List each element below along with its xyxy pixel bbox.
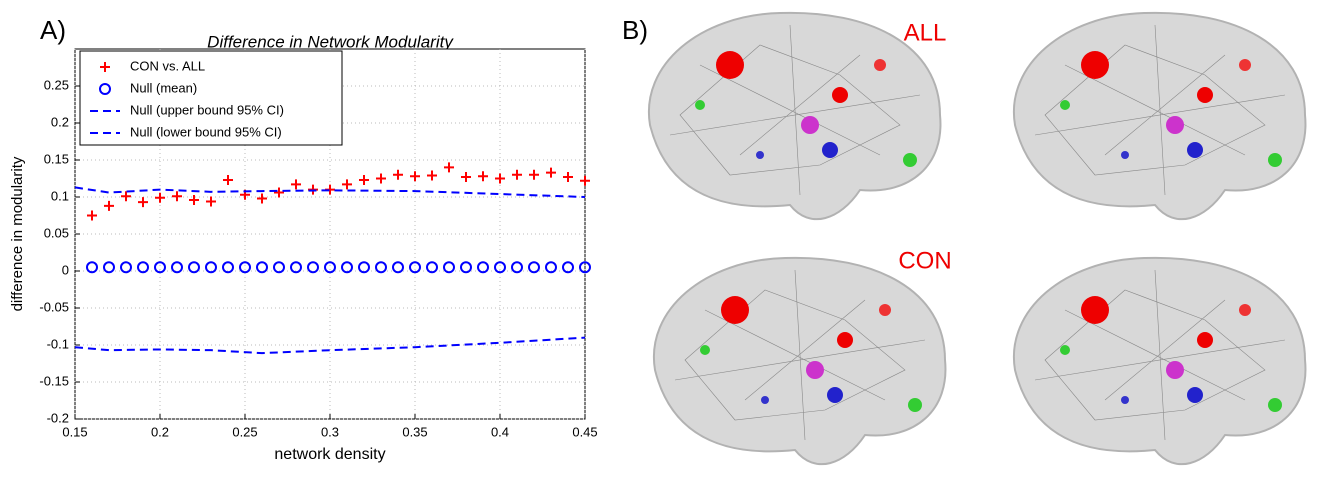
panel-b: B) ALL CON	[622, 11, 1307, 466]
circle-marker	[562, 261, 574, 274]
circle-marker	[460, 261, 472, 274]
legend-label: CON vs. ALL	[130, 58, 205, 73]
panel-label: A)	[40, 15, 66, 45]
plus-marker	[546, 167, 556, 178]
y-tick-label: 0	[62, 262, 69, 277]
brain-image	[647, 11, 942, 221]
plus-marker	[444, 162, 454, 173]
circle-marker	[341, 261, 353, 274]
y-tick-label: 0.25	[44, 77, 69, 92]
circle-marker	[120, 261, 132, 274]
x-tick-label: 0.2	[151, 424, 169, 439]
row-label: ALL	[904, 19, 947, 46]
circle-marker	[324, 261, 336, 274]
y-tick-label: 0.2	[51, 114, 69, 129]
plus-marker	[189, 194, 199, 205]
circle-marker	[171, 261, 183, 274]
row-label: CON	[898, 247, 951, 274]
legend-label: Null (lower bound 95% CI)	[130, 124, 282, 139]
plus-marker	[512, 169, 522, 180]
dashed-line	[74, 336, 586, 355]
legend-label: Null (mean)	[130, 80, 197, 95]
circle-marker	[409, 261, 421, 274]
y-tick-label: -0.05	[39, 299, 69, 314]
y-tick-label: 0.15	[44, 151, 69, 166]
plus-marker	[580, 175, 590, 186]
circle-marker	[443, 261, 455, 274]
y-tick-label: 0.1	[51, 188, 69, 203]
x-axis-label: network density	[274, 446, 385, 463]
legend-swatch	[99, 83, 111, 95]
panel-label: B)	[622, 15, 648, 45]
plus-marker	[172, 191, 182, 202]
plus-marker	[461, 172, 471, 183]
circle-marker	[222, 261, 234, 274]
circle-marker	[239, 261, 251, 274]
circle-marker	[154, 261, 166, 274]
circle-marker	[528, 261, 540, 274]
x-tick-label: 0.35	[402, 424, 427, 439]
plus-marker	[529, 169, 539, 180]
circle-marker	[86, 261, 98, 274]
circle-marker	[545, 261, 557, 274]
circle-marker	[358, 261, 370, 274]
plus-marker	[274, 187, 284, 198]
circle-marker	[579, 261, 591, 274]
circle-marker	[477, 261, 489, 274]
x-tick-label: 0.15	[62, 424, 87, 439]
plus-marker	[223, 174, 233, 185]
y-tick-label: -0.1	[47, 336, 69, 351]
plus-marker	[393, 169, 403, 180]
circle-marker	[494, 261, 506, 274]
plus-marker	[495, 173, 505, 184]
y-tick-label: 0.05	[44, 225, 69, 240]
brain-image	[1012, 256, 1307, 466]
y-tick-label: -0.15	[39, 373, 69, 388]
circle-marker	[188, 261, 200, 274]
x-tick-label: 0.25	[232, 424, 257, 439]
plus-marker	[87, 210, 97, 221]
plus-marker	[104, 200, 114, 211]
dashed-line	[74, 186, 586, 198]
plus-marker	[206, 196, 216, 207]
plus-marker	[155, 192, 165, 203]
x-tick-label: 0.3	[321, 424, 339, 439]
plus-marker	[342, 179, 352, 190]
brain-image	[652, 256, 947, 466]
circle-marker	[256, 261, 268, 274]
plus-marker	[257, 193, 267, 204]
legend-label: Null (upper bound 95% CI)	[130, 102, 284, 117]
legend-swatch	[100, 62, 110, 72]
legend-box	[79, 50, 343, 146]
plus-marker	[563, 172, 573, 183]
brain-image	[1012, 11, 1307, 221]
plus-marker	[478, 171, 488, 182]
y-tick-label: -0.2	[47, 410, 69, 425]
y-axis-label: difference in modularity	[9, 156, 26, 311]
circle-marker	[392, 261, 404, 274]
plus-marker	[138, 197, 148, 208]
chart-title: Difference in Network Modularity	[207, 32, 454, 51]
plus-marker	[410, 171, 420, 182]
circle-marker	[307, 261, 319, 274]
circle-marker	[103, 261, 115, 274]
plus-marker	[291, 179, 301, 190]
plus-marker	[359, 174, 369, 185]
circle-marker	[511, 261, 523, 274]
circle-marker	[290, 261, 302, 274]
x-tick-label: 0.45	[572, 424, 597, 439]
x-tick-label: 0.4	[491, 424, 509, 439]
circle-marker	[273, 261, 285, 274]
circle-marker	[426, 261, 438, 274]
circle-marker	[137, 261, 149, 274]
circle-marker	[205, 261, 217, 274]
circle-marker	[375, 261, 387, 274]
plus-marker	[121, 191, 131, 202]
plus-marker	[376, 173, 386, 184]
plus-marker	[427, 170, 437, 181]
